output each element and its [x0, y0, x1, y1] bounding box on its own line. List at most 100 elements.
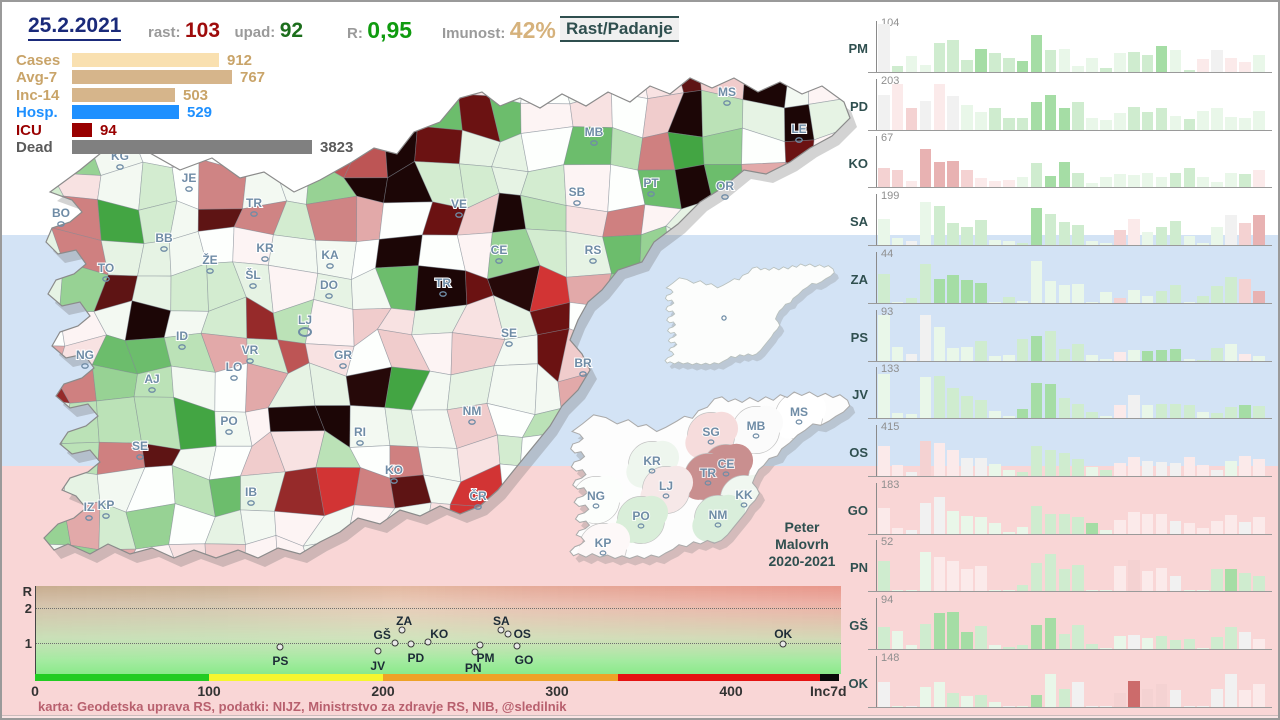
- municipality-label-TR[interactable]: TR: [434, 275, 452, 291]
- chart-baseline: [868, 302, 1272, 304]
- municipality-label-RS[interactable]: RS: [584, 242, 603, 258]
- municipality-label-GR[interactable]: GR: [333, 347, 353, 363]
- municipality-label-OR[interactable]: OR: [715, 178, 735, 194]
- bar: [1044, 330, 1057, 361]
- municipality-label-VR[interactable]: VR: [241, 342, 260, 358]
- region-chart-KO[interactable]: 67: [868, 132, 1272, 189]
- scatter-point-SA[interactable]: [497, 626, 505, 634]
- region-label-SG[interactable]: SG: [701, 424, 720, 440]
- municipality-label-DO[interactable]: DO: [319, 277, 339, 293]
- scatter-point-PN[interactable]: [471, 648, 479, 656]
- municipality-label-TO[interactable]: TO: [97, 260, 115, 276]
- region-label-KK[interactable]: KK: [734, 487, 754, 503]
- bar: [1183, 118, 1196, 130]
- stat-bar: [72, 87, 175, 102]
- municipality-label-MB[interactable]: MB: [584, 124, 605, 140]
- region-code-KO: KO: [848, 156, 869, 172]
- scatter-point-OK[interactable]: [779, 640, 787, 648]
- scatter-point-PD[interactable]: [407, 640, 415, 648]
- region-chart-JV[interactable]: 133: [868, 363, 1272, 420]
- region-chart-PN[interactable]: 52: [868, 536, 1272, 593]
- bar: [1086, 58, 1098, 72]
- bar: [947, 612, 959, 650]
- regions-inset-map[interactable]: [569, 391, 856, 571]
- scatter-point-PM[interactable]: [476, 641, 484, 649]
- region-chart-GŠ[interactable]: 94: [868, 594, 1272, 651]
- municipality-label-SE[interactable]: SE: [500, 325, 518, 341]
- municipality-label-AJ[interactable]: AJ: [143, 371, 160, 387]
- municipality-label-MS[interactable]: MS: [717, 84, 737, 100]
- municipality-label-KA[interactable]: KA: [320, 247, 340, 263]
- bar: [1114, 53, 1126, 72]
- municipality-label-KO[interactable]: KO: [384, 462, 404, 478]
- scatter-point-OS[interactable]: [504, 630, 512, 638]
- municipality-label-ŽE[interactable]: ŽE: [201, 251, 218, 268]
- region-chart-PM[interactable]: 104: [868, 17, 1272, 73]
- municipality-label-NM[interactable]: NM: [462, 403, 483, 419]
- municipality-label-KP[interactable]: KP: [97, 497, 116, 513]
- bar: [1211, 50, 1223, 72]
- municipality-label-LJ[interactable]: LJ: [297, 312, 313, 328]
- municipality-label-PT[interactable]: PT: [642, 175, 660, 191]
- municipality-label-KR[interactable]: KR: [255, 240, 275, 256]
- municipality-label-LO[interactable]: LO: [225, 359, 244, 375]
- bar: [1197, 359, 1209, 361]
- scatter-point-KO[interactable]: [424, 638, 432, 646]
- municipality-label-BR[interactable]: BR: [573, 355, 593, 371]
- region-chart-ZA[interactable]: 44: [868, 248, 1272, 304]
- municipality-label-RI[interactable]: RI: [353, 424, 367, 440]
- region-label-CE[interactable]: CE: [717, 456, 736, 472]
- region-label-NG[interactable]: NG: [586, 488, 606, 504]
- municipality-label-ČR[interactable]: ČR: [468, 487, 488, 504]
- region-chart-GO[interactable]: 183: [868, 479, 1272, 535]
- scatter-point-GO[interactable]: [513, 642, 521, 650]
- bar: [1100, 529, 1112, 534]
- municipality-label-IZ[interactable]: IZ: [83, 499, 96, 515]
- region-label-PO[interactable]: PO: [631, 508, 650, 524]
- municipality-label-PO[interactable]: PO: [219, 413, 238, 429]
- region-chart-OS[interactable]: 415: [868, 421, 1272, 478]
- municipality-label-NG[interactable]: NG: [75, 347, 95, 363]
- municipality-label-TR[interactable]: TR: [245, 195, 263, 211]
- bar: [961, 346, 973, 361]
- region-label-LJ[interactable]: LJ: [658, 478, 674, 494]
- bar: [1128, 560, 1140, 592]
- municipality-label-SE[interactable]: SE: [131, 438, 149, 454]
- region-chart-PD[interactable]: 203: [868, 75, 1272, 131]
- region-label-MB[interactable]: MB: [746, 418, 767, 434]
- region-label-KR[interactable]: KR: [642, 453, 662, 469]
- municipality-label-ID[interactable]: ID: [175, 328, 189, 344]
- scatter-point-ZA[interactable]: [398, 626, 406, 634]
- region-label-TR[interactable]: TR: [699, 465, 717, 481]
- scatter-point-JV[interactable]: [374, 647, 382, 655]
- bar: [1058, 284, 1071, 303]
- stat-bar: [72, 70, 232, 85]
- bar: [1086, 644, 1098, 650]
- municipality-label-LE[interactable]: LE: [790, 121, 807, 137]
- region-chart-OK[interactable]: 148: [868, 652, 1272, 708]
- bar: [1183, 705, 1196, 707]
- scatter-point-PS[interactable]: [276, 643, 284, 650]
- stat-label: Avg-7: [16, 69, 58, 87]
- chart-bars: [878, 543, 1268, 592]
- rast-padanje-toggle[interactable]: Rast/Padanje: [560, 16, 679, 42]
- municipality-label-IB[interactable]: IB: [244, 484, 258, 500]
- bar: [1044, 94, 1057, 130]
- bar: [878, 94, 890, 130]
- bar: [1128, 175, 1140, 188]
- bar: [878, 561, 890, 592]
- municipality-label-SB[interactable]: SB: [568, 184, 587, 200]
- region-label-MS[interactable]: MS: [789, 404, 809, 420]
- municipality-label-ŠL[interactable]: ŠL: [244, 266, 261, 283]
- municipality-label-BO[interactable]: BO: [51, 205, 71, 221]
- municipality-label-CE[interactable]: CE: [490, 242, 509, 258]
- scatter-point-GŠ[interactable]: [391, 639, 399, 647]
- municipality-label-VE[interactable]: VE: [450, 196, 468, 212]
- municipality-label-BB[interactable]: BB: [154, 230, 174, 246]
- municipality-label-JE[interactable]: JE: [181, 170, 198, 186]
- region-label-KP[interactable]: KP: [594, 535, 613, 551]
- region-label-NM[interactable]: NM: [708, 507, 729, 523]
- region-chart-PS[interactable]: 93: [868, 306, 1272, 362]
- region-chart-SA[interactable]: 199: [868, 190, 1272, 247]
